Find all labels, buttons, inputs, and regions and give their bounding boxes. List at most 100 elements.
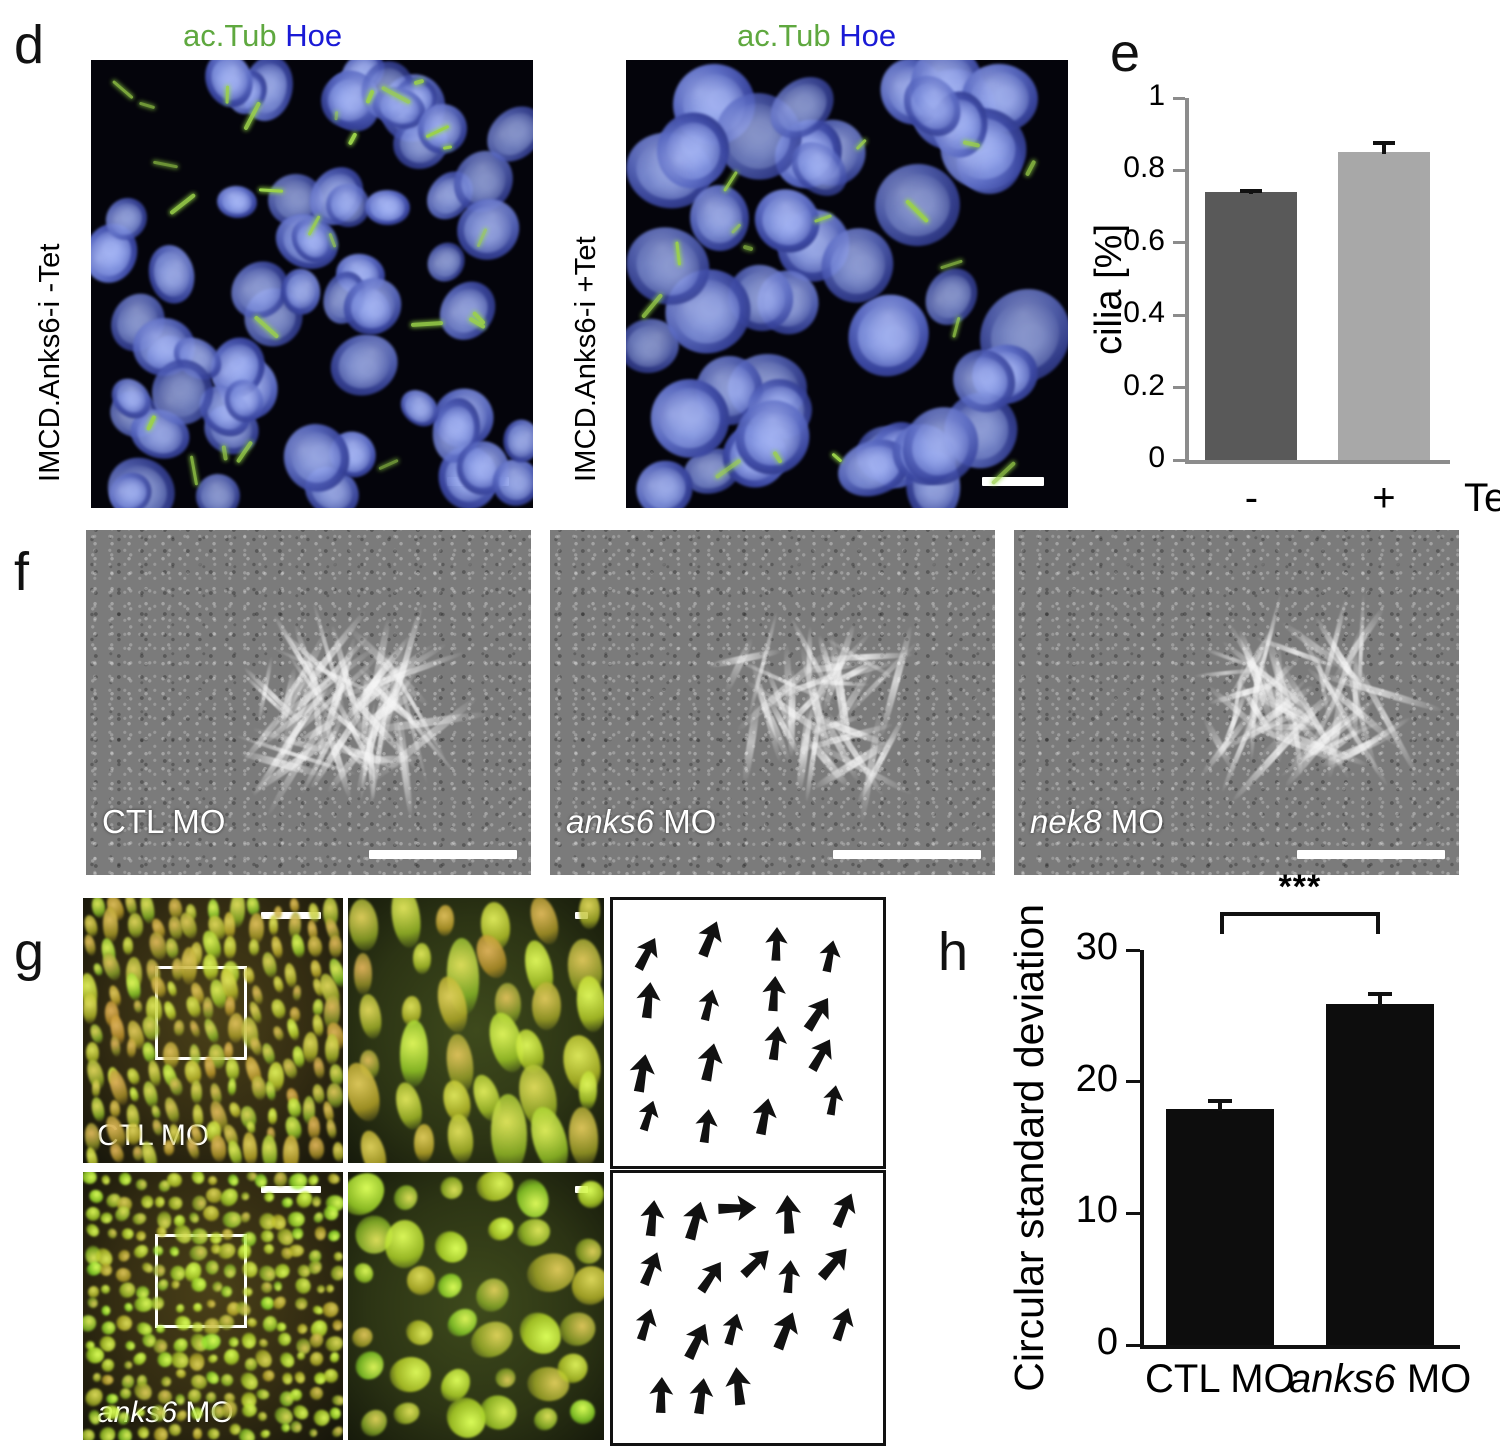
basal-body-dot: [245, 1316, 258, 1329]
polarity-arrow: [697, 989, 720, 1026]
x-axis-tick-label: -: [1244, 476, 1259, 520]
basal-body-dot: [163, 1139, 174, 1156]
basal-body-dot: [276, 1322, 287, 1332]
panel-letter-d: d: [14, 15, 45, 75]
bar: [1337, 152, 1430, 460]
basal-body-dot: [257, 1336, 270, 1349]
bar: [1205, 192, 1298, 460]
sem-image-ctl-mo: CTL MO: [86, 530, 531, 875]
basal-body-dot: [249, 1075, 268, 1102]
basal-body-dot: [571, 1234, 604, 1268]
basal-body-dot: [292, 1369, 307, 1385]
basal-body-dot: [324, 1033, 339, 1066]
basal-body-dot: [167, 1076, 184, 1098]
basal-body-dot: [125, 1066, 142, 1087]
basal-body-dot: [168, 1196, 183, 1210]
y-axis-tick-label: 0.6: [1123, 223, 1165, 257]
basal-body-dot: [133, 998, 144, 1014]
basal-body-dot: [321, 1299, 341, 1320]
basal-body-dot: [237, 1369, 262, 1393]
basal-body-dot: [328, 1406, 342, 1421]
basal-body-dot: [258, 1279, 275, 1296]
x-axis-tick-label: CTL MO: [1145, 1357, 1295, 1401]
x-axis-line: [1185, 460, 1450, 464]
basal-body-dot: [131, 1211, 148, 1226]
polarity-arrow: [817, 1244, 848, 1287]
basal-body-dot: [306, 934, 324, 958]
polarity-arrow: [681, 1201, 710, 1245]
basal-body-dot: [401, 1315, 438, 1350]
polarity-arrow: [751, 1098, 778, 1140]
basal-body-dot: [99, 1283, 112, 1297]
basal-body-dot: [578, 1181, 604, 1209]
channel-label-actub: ac.Tub: [183, 18, 277, 53]
basal-body-dot: [193, 1427, 203, 1440]
basal-body-dot: [281, 1372, 294, 1386]
polarity-arrow: [637, 1100, 660, 1136]
basal-body-dot: [116, 1279, 138, 1300]
y-axis-tick-label: 0.2: [1123, 368, 1165, 402]
error-bar-cap: [1208, 1098, 1232, 1103]
basal-body-dot: [114, 1266, 133, 1284]
polarity-arrow: [818, 940, 842, 977]
basal-body-dot: [326, 1172, 341, 1186]
basal-body-dot: [239, 1190, 251, 1202]
basal-body-dot: [106, 1226, 119, 1240]
y-axis-tick: [1173, 168, 1185, 172]
basal-body-dot: [258, 1428, 271, 1440]
basal-body-dot: [86, 1187, 106, 1207]
basal-body-dot: [153, 1196, 166, 1209]
polarity-arrow: [764, 927, 789, 966]
basal-body-dot: [89, 1096, 107, 1123]
error-bar-cap: [1368, 992, 1392, 997]
basal-body-dot: [139, 1261, 155, 1276]
basal-body-dot: [100, 1174, 111, 1187]
basal-body-dot: [150, 1104, 162, 1120]
sem-label-gene: nek8: [1030, 803, 1102, 840]
basal-body-dot: [406, 1265, 437, 1296]
basal-body-dot: [428, 1225, 473, 1269]
basal-body-dot: [225, 1138, 245, 1163]
basal-body-dot: [272, 1261, 292, 1281]
basal-body-dot: [307, 1383, 326, 1403]
y-axis-tick: [1173, 96, 1185, 100]
basal-body-dot: [190, 1079, 202, 1104]
polarity-arrow: [771, 1311, 800, 1355]
sem-label: CTL MO: [102, 803, 226, 840]
basal-body-dot: [296, 1350, 306, 1361]
basal-body-dot: [389, 1180, 422, 1214]
basal-body-dot: [270, 1294, 289, 1312]
significance-stars: ***: [1278, 868, 1322, 906]
basal-body-dot: [130, 1350, 150, 1369]
error-bar-cap: [1240, 188, 1263, 193]
basal-body-dot: [99, 1211, 113, 1224]
scale-bar: [1297, 850, 1445, 859]
basal-body-dot: [316, 1284, 325, 1293]
y-axis-tick-label: 20: [1075, 1057, 1118, 1100]
scale-bar: [982, 477, 1044, 486]
polarity-arrow: [694, 1109, 719, 1148]
basal-body-dot: [555, 1307, 600, 1350]
error-bar-cap: [1372, 141, 1395, 146]
cilium: [831, 452, 843, 463]
sem-image-anks6-mo: anks6 MO: [550, 530, 995, 875]
y-axis-tick-label: 1: [1148, 79, 1165, 112]
y-axis-tick: [1126, 1211, 1140, 1215]
polarity-arrow: [717, 1189, 756, 1232]
significance-bracket-tick: [1376, 912, 1380, 934]
basal-body-dot: [328, 934, 343, 959]
basal-body-dot: [324, 1118, 338, 1140]
basal-body-dot: [83, 1312, 100, 1336]
basal-body-dot: [333, 1251, 343, 1262]
basal-body-dot: [277, 1350, 297, 1371]
basal-body-dot: [566, 1395, 599, 1428]
panel-letter-h: h: [938, 922, 969, 982]
basal-body-dot: [124, 1339, 138, 1352]
basal-body-dot: [227, 1334, 242, 1349]
channel-legend-left: ac.Tub Hoe: [183, 18, 342, 54]
basal-body-dot: [328, 1350, 341, 1365]
basal-body-dot: [187, 1210, 201, 1225]
polarity-arrow: [830, 1307, 855, 1346]
polarity-arrow: [761, 976, 787, 1016]
scale-bar: [369, 850, 517, 859]
